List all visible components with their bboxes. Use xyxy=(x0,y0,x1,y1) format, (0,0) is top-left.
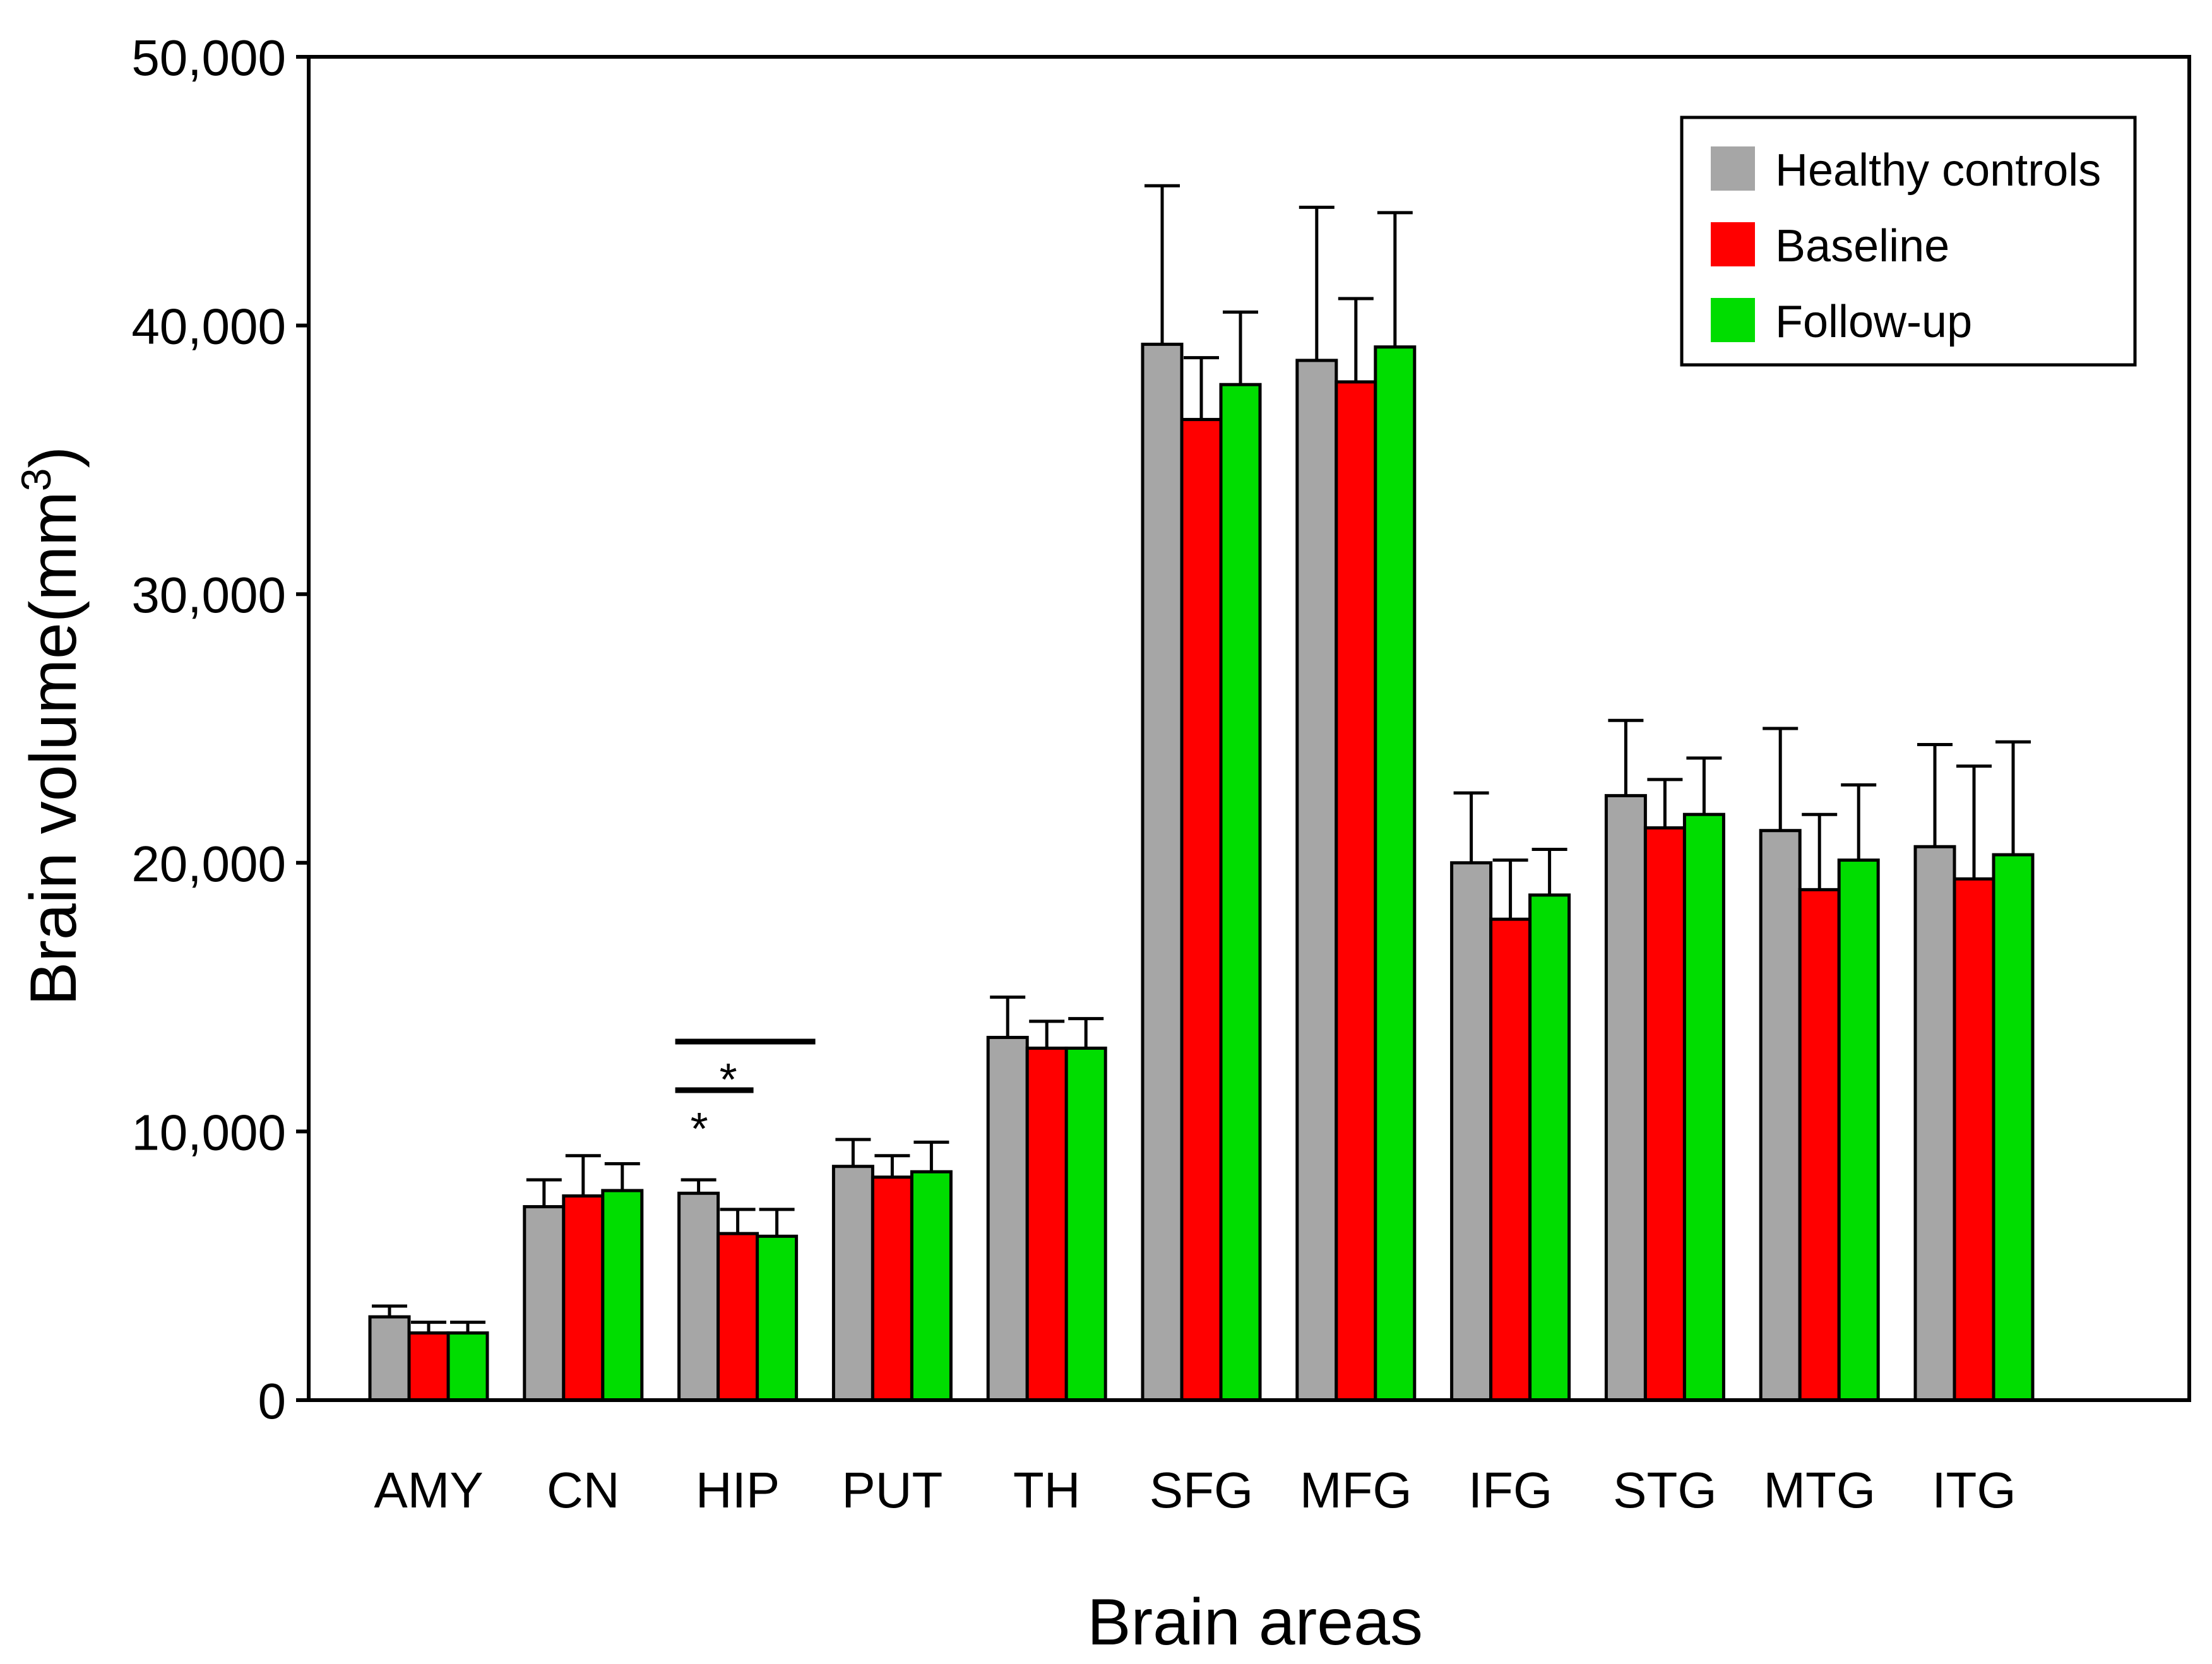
bar xyxy=(1295,359,1338,1402)
x-tick-label: TH xyxy=(1013,1462,1081,1518)
bar xyxy=(756,1234,799,1402)
bar xyxy=(407,1331,450,1402)
y-tick-label: 0 xyxy=(258,1373,287,1429)
y-axis-label: Brain volume(mm3) xyxy=(13,446,90,1006)
x-tick-label: STG xyxy=(1613,1462,1716,1518)
bar xyxy=(1837,859,1880,1402)
bar xyxy=(1992,853,2035,1402)
bar xyxy=(1798,888,1841,1402)
bar xyxy=(1489,917,1532,1402)
x-tick-label: CN xyxy=(547,1462,620,1518)
bar xyxy=(1643,826,1686,1402)
y-axis-label-main: Brain volume(mm xyxy=(17,491,90,1006)
legend-swatch xyxy=(1711,222,1755,266)
legend-label: Follow-up xyxy=(1775,297,1972,347)
bar xyxy=(1064,1046,1107,1402)
bar xyxy=(1180,418,1223,1402)
bar xyxy=(601,1189,644,1402)
y-tick-label: 10,000 xyxy=(131,1104,286,1160)
bar xyxy=(871,1175,913,1402)
bar xyxy=(1025,1046,1068,1402)
bar xyxy=(1913,845,1956,1402)
y-tick-label: 50,000 xyxy=(131,30,286,86)
bar xyxy=(677,1191,720,1402)
bar xyxy=(1374,345,1417,1402)
bar xyxy=(831,1165,874,1402)
bar xyxy=(910,1170,953,1402)
annotations: ** xyxy=(675,1038,816,1155)
y-axis-label-close: ) xyxy=(17,446,90,468)
bar xyxy=(1759,829,1802,1402)
significance-star: * xyxy=(720,1055,737,1105)
legend-label: Baseline xyxy=(1775,221,1949,271)
legend-swatch xyxy=(1711,298,1755,342)
x-tick-label: PUT xyxy=(841,1462,942,1518)
x-axis-label: Brain areas xyxy=(1087,1586,1423,1659)
x-tick-label: ITG xyxy=(1932,1462,2016,1518)
y-tick-label: 30,000 xyxy=(131,567,286,623)
bars xyxy=(368,184,2035,1402)
bar xyxy=(1682,812,1725,1402)
legend: Healthy controls Baseline Follow-up xyxy=(1680,116,2137,367)
bar xyxy=(1141,342,1184,1402)
x-tick-label: SFG xyxy=(1150,1462,1253,1518)
bar xyxy=(368,1315,411,1402)
legend-box xyxy=(1680,116,2137,367)
bar xyxy=(1450,861,1493,1402)
bar xyxy=(1604,793,1647,1402)
plot-frame xyxy=(307,55,2191,1402)
bar xyxy=(1219,383,1262,1402)
x-tick-label: MFG xyxy=(1300,1462,1412,1518)
bar xyxy=(562,1194,605,1402)
bar xyxy=(1953,877,1995,1402)
bar xyxy=(446,1331,489,1402)
x-tick-label: IFG xyxy=(1468,1462,1552,1518)
bar xyxy=(523,1205,566,1402)
x-tick-label: MTG xyxy=(1763,1462,1876,1518)
x-tick-label: AMY xyxy=(374,1462,483,1518)
x-tick-label: HIP xyxy=(696,1462,780,1518)
y-tick-label: 20,000 xyxy=(131,836,286,892)
y-axis-label-superscript: 3 xyxy=(13,468,59,492)
bar xyxy=(1528,893,1571,1402)
y-tick-label: 40,000 xyxy=(131,299,286,355)
legend-label: Healthy controls xyxy=(1775,145,2101,196)
significance-star: * xyxy=(691,1104,708,1155)
axes: 0 10,000 20,000 30,000 40,000 50,000 AMY CN HIP P… xyxy=(131,30,2191,1518)
legend-swatch xyxy=(1711,146,1755,191)
bar xyxy=(986,1035,1029,1402)
bar xyxy=(1335,380,1377,1402)
bar xyxy=(717,1232,759,1402)
